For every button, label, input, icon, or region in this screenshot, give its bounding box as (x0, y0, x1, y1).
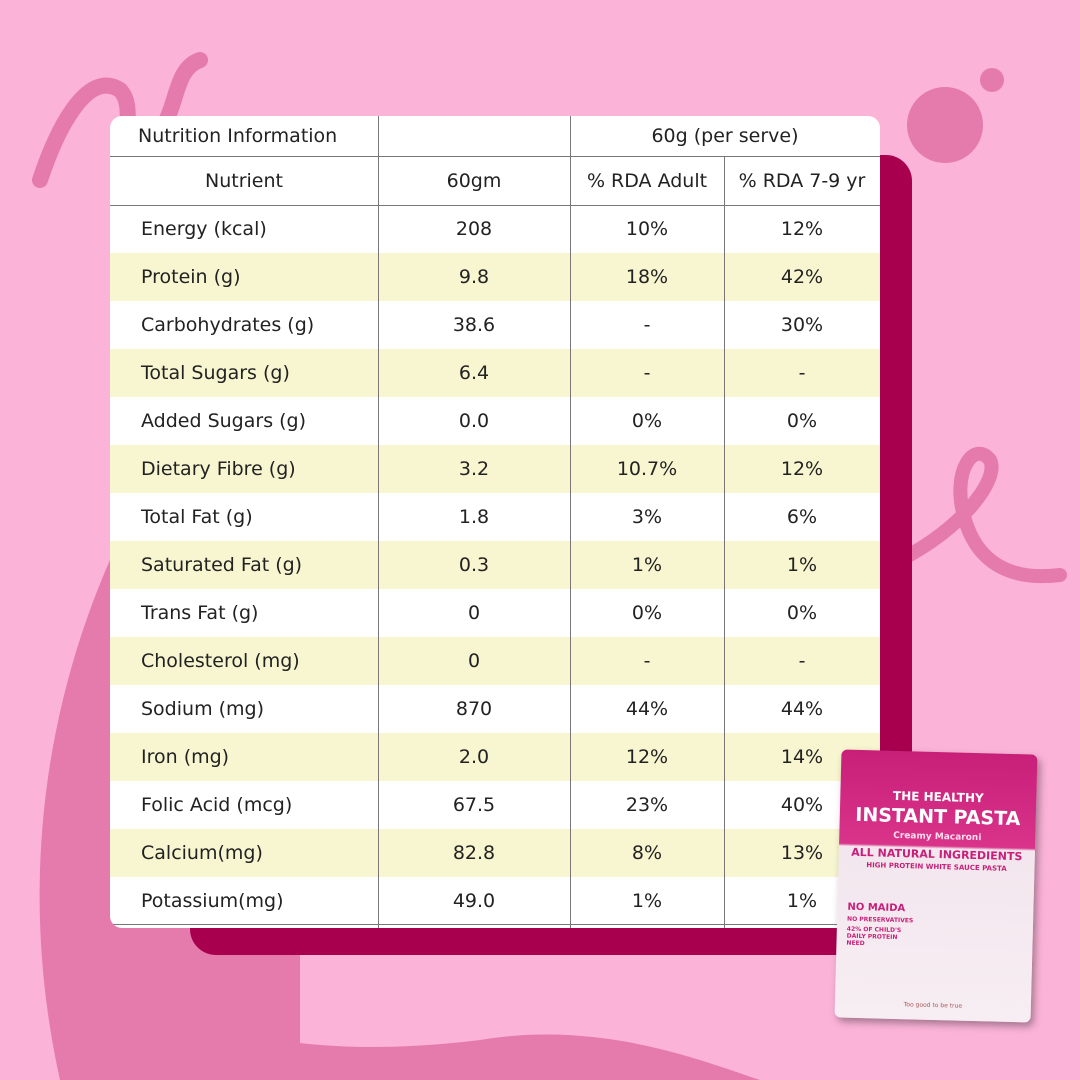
nutrient-name: Dietary Fibre (g) (141, 458, 296, 480)
value-cell: 1.8 (458, 506, 490, 528)
value-cell: 12% (625, 746, 669, 768)
nutrient-name: Folic Acid (mcg) (141, 794, 293, 816)
value-cell: 0 (467, 650, 481, 672)
row-divider (110, 924, 880, 925)
nutrient-name: Calcium(mg) (141, 842, 263, 864)
row-divider (110, 156, 880, 157)
column-header: % RDA Adult (586, 169, 708, 192)
value-cell: 12% (780, 218, 824, 240)
value-cell: 0% (786, 602, 818, 624)
nutrient-name: Trans Fat (g) (141, 602, 259, 624)
row-band (110, 733, 880, 781)
blob (100, 940, 760, 1080)
value-cell: 14% (780, 746, 824, 768)
column-divider (724, 156, 725, 928)
value-cell: 40% (780, 794, 824, 816)
pack-text: INSTANT PASTA (854, 803, 1021, 831)
nutrient-name: Sodium (mg) (141, 698, 265, 720)
row-band (110, 253, 880, 301)
value-cell: - (643, 650, 651, 672)
value-cell: - (643, 314, 651, 336)
value-cell: 1% (631, 554, 663, 576)
row-band (110, 349, 880, 397)
column-header: % RDA 7-9 yr (738, 169, 866, 192)
ribbon (893, 446, 1067, 584)
row-band (110, 637, 880, 685)
value-cell: 3.2 (458, 458, 490, 480)
value-cell: 23% (625, 794, 669, 816)
value-cell: 10% (625, 218, 669, 240)
value-cell: 49.0 (452, 890, 496, 912)
value-cell: 44% (780, 698, 824, 720)
value-cell: 208 (455, 218, 493, 240)
value-cell: 9.8 (458, 266, 490, 288)
nutrient-name: Saturated Fat (g) (141, 554, 303, 576)
pack-text: 42% OF CHILD'S DAILY PROTEIN NEED (846, 925, 902, 948)
value-cell: 13% (780, 842, 824, 864)
value-cell: 1% (631, 890, 663, 912)
value-cell: 38.6 (452, 314, 496, 336)
column-divider (378, 116, 379, 928)
pack-text: Too good to be true (903, 1001, 963, 1010)
value-cell: - (798, 362, 806, 384)
nutrient-name: Protein (g) (141, 266, 241, 288)
column-header: Nutrient (205, 169, 283, 192)
column-divider (570, 116, 571, 928)
value-cell: 0% (631, 602, 663, 624)
value-cell: 42% (780, 266, 824, 288)
row-band (110, 541, 880, 589)
nutrient-name: Total Fat (g) (141, 506, 253, 528)
pack-text: Creamy Macaroni (893, 830, 982, 844)
product-package: THE HEALTHY INSTANT PASTA Creamy Macaron… (834, 749, 1038, 1023)
value-cell: 12% (780, 458, 824, 480)
dot (907, 87, 983, 163)
value-cell: - (798, 650, 806, 672)
value-cell: 18% (625, 266, 669, 288)
nutrient-name: Total Sugars (g) (141, 362, 290, 384)
row-band (110, 445, 880, 493)
nutrient-name: Cholesterol (mg) (141, 650, 300, 672)
column-header: 60gm (446, 169, 502, 192)
value-cell: 8% (631, 842, 663, 864)
value-cell: 0.0 (458, 410, 490, 432)
nutrient-name: Added Sugars (g) (141, 410, 307, 432)
value-cell: 10.7% (616, 458, 678, 480)
pack-text: NO MAIDA (847, 901, 906, 915)
value-cell: 6% (786, 506, 818, 528)
value-cell: 1% (786, 890, 818, 912)
table-title: Nutrition Information (138, 125, 338, 147)
value-cell: 1% (786, 554, 818, 576)
nutrient-name: Potassium(mg) (141, 890, 284, 912)
value-cell: 2.0 (458, 746, 490, 768)
dot (980, 68, 1004, 92)
value-cell: 6.4 (458, 362, 490, 384)
value-cell: 870 (455, 698, 493, 720)
value-cell: 82.8 (452, 842, 496, 864)
pack-text: NO PRESERVATIVES (847, 915, 914, 925)
nutrient-name: Iron (mg) (141, 746, 230, 768)
value-cell: 44% (625, 698, 669, 720)
value-cell: - (643, 362, 651, 384)
value-cell: 67.5 (452, 794, 496, 816)
value-cell: 0 (467, 602, 481, 624)
nutrient-name: Carbohydrates (g) (141, 314, 315, 336)
nutrient-name: Energy (kcal) (141, 218, 267, 240)
row-divider (110, 205, 880, 206)
value-cell: 3% (631, 506, 663, 528)
value-cell: 30% (780, 314, 824, 336)
value-cell: 0% (631, 410, 663, 432)
row-band (110, 829, 880, 877)
nutrition-table: Energy (kcal) 208 10% 12% Protein (g) 9.8 18% 4… (110, 116, 880, 928)
serve-header: 60g (per serve) (651, 125, 799, 147)
value-cell: 0.3 (458, 554, 490, 576)
value-cell: 0% (786, 410, 818, 432)
